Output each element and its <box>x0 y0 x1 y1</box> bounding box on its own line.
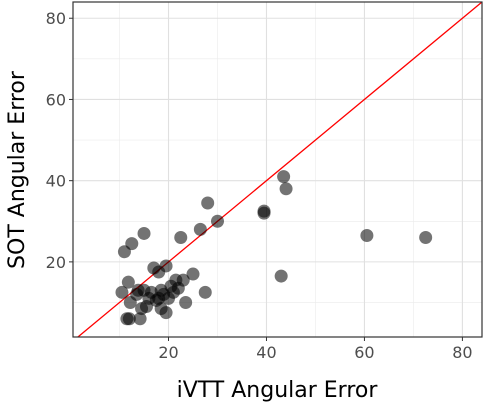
data-point <box>419 231 433 245</box>
data-point <box>133 312 147 326</box>
data-point <box>176 273 190 287</box>
data-point <box>274 269 288 283</box>
x-tick-label: 60 <box>354 343 374 362</box>
x-tick-label: 80 <box>452 343 472 362</box>
data-point <box>115 285 129 299</box>
data-point <box>137 226 151 240</box>
data-point <box>201 196 215 210</box>
data-point <box>159 306 173 320</box>
y-tick-label: 20 <box>46 253 66 272</box>
data-point <box>186 267 200 281</box>
data-point <box>210 214 224 228</box>
data-point <box>121 275 135 289</box>
x-tick-label: 20 <box>158 343 178 362</box>
data-points <box>115 170 433 326</box>
data-point <box>174 231 188 245</box>
data-point <box>122 312 136 326</box>
data-point <box>360 228 374 242</box>
x-tick-label: 40 <box>256 343 276 362</box>
panel-border <box>72 1 483 338</box>
y-tick-label: 60 <box>46 90 66 109</box>
data-point <box>179 295 193 309</box>
reference-line <box>77 1 483 338</box>
x-axis-ticks: 20 40 60 80 <box>158 337 473 362</box>
data-point <box>193 222 207 236</box>
data-point <box>198 285 212 299</box>
grid <box>73 2 482 337</box>
y-tick-label: 80 <box>46 9 66 28</box>
y-axis-ticks: 20 40 60 80 <box>46 9 73 272</box>
data-point <box>279 182 293 196</box>
data-point <box>257 206 271 220</box>
data-point <box>277 170 291 184</box>
y-axis-title: SOT Angular Error <box>5 70 30 269</box>
data-point <box>159 259 173 273</box>
data-point <box>125 237 139 251</box>
y-tick-label: 40 <box>46 172 66 191</box>
x-axis-title: iVTT Angular Error <box>177 378 379 403</box>
